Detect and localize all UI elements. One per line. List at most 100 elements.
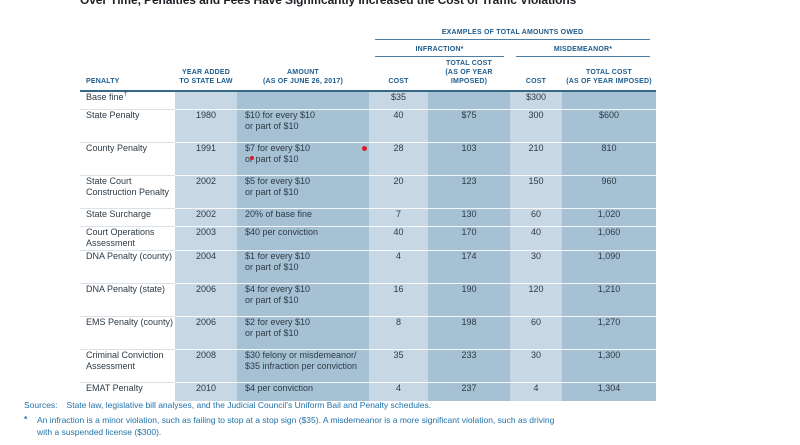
penalty-cell: State Penalty <box>80 108 175 142</box>
infraction-cost-cell: 7 <box>369 207 428 226</box>
misdemeanor-group-header: MISDEMEANOR* <box>510 40 656 57</box>
infraction-cost-cell: 4 <box>369 249 428 283</box>
amount-cell: $2 for every $10 or part of $10 <box>237 315 369 349</box>
infraction-cost-cell: $35 <box>369 91 428 109</box>
table-row-state-court-construction: State Court Construction Penalty 2002 $5… <box>80 174 657 208</box>
infraction-group-header: INFRACTION* <box>369 40 510 57</box>
infraction-cost-cell: 40 <box>369 108 428 142</box>
misdemeanor-cost-cell: 60 <box>510 315 562 349</box>
year-cell <box>175 91 237 109</box>
infraction-cost-cell: 8 <box>369 315 428 349</box>
table-row-court-operations: Court Operations Assessment 2003 $40 per… <box>80 225 657 250</box>
col-header-infraction-total-cost: TOTAL COST (AS OF YEAR IMPOSED) <box>428 57 510 92</box>
column-header-row: PENALTY YEAR ADDED TO STATE LAW AMOUNT (… <box>80 57 657 92</box>
penalties-table: EXAMPLES OF TOTAL AMOUNTS OWED INFRACTIO… <box>80 25 657 401</box>
misdemeanor-total-cell: 810 <box>562 141 657 175</box>
infraction-cost-cell: 40 <box>369 225 428 250</box>
misdemeanor-total-cell: 1,300 <box>562 348 657 382</box>
infraction-total-cell: $75 <box>428 108 510 142</box>
misdemeanor-total-cell: $600 <box>562 108 657 142</box>
col-header-infraction-cost: COST <box>369 57 428 92</box>
penalty-cell: County Penalty <box>80 141 175 175</box>
footnote-marker: * <box>24 414 28 424</box>
year-cell: 2002 <box>175 174 237 208</box>
amount-cell: $7 for every $10 or part of $10 <box>237 141 369 175</box>
penalty-cell: State Court Construction Penalty <box>80 174 175 208</box>
amount-cell: $4 for every $10 or part of $10 <box>237 282 369 316</box>
year-cell: 1980 <box>175 108 237 142</box>
table-row-dna-penalty-county: DNA Penalty (county) 2004 $1 for every $… <box>80 249 657 283</box>
penalty-cell: DNA Penalty (county) <box>80 249 175 283</box>
annotation-dot-small <box>250 156 254 160</box>
misdemeanor-cost-cell: 150 <box>510 174 562 208</box>
misdemeanor-cost-cell: 210 <box>510 141 562 175</box>
penalty-cell: DNA Penalty (state) <box>80 282 175 316</box>
misdemeanor-cost-cell: 30 <box>510 348 562 382</box>
misdemeanor-cost-cell: 4 <box>510 381 562 401</box>
examples-group-label: EXAMPLES OF TOTAL AMOUNTS OWED <box>441 29 584 36</box>
infraction-total-cell: 190 <box>428 282 510 316</box>
table-row-state-surcharge: State Surcharge 2002 20% of base fine 7 … <box>80 207 657 226</box>
penalty-cell: Base fine† <box>80 91 175 109</box>
misdemeanor-total-cell: 1,060 <box>562 225 657 250</box>
infraction-total-cell: 130 <box>428 207 510 226</box>
misdemeanor-cost-cell: 60 <box>510 207 562 226</box>
year-cell: 2006 <box>175 315 237 349</box>
col-header-year: YEAR ADDED TO STATE LAW <box>175 57 237 92</box>
infraction-cost-cell: 16 <box>369 282 428 316</box>
examples-group-header: EXAMPLES OF TOTAL AMOUNTS OWED <box>369 25 656 40</box>
infraction-total-cell: 170 <box>428 225 510 250</box>
year-cell: 2004 <box>175 249 237 283</box>
sources-label: Sources: <box>24 400 58 410</box>
amount-cell: $1 for every $10 or part of $10 <box>237 249 369 283</box>
sources-note: Sources: State law, legislative bill anal… <box>24 400 431 410</box>
col-header-misdemeanor-cost: COST <box>510 57 562 92</box>
amount-cell: $5 for every $10 or part of $10 <box>237 174 369 208</box>
year-cell: 2003 <box>175 225 237 250</box>
group-header-row: EXAMPLES OF TOTAL AMOUNTS OWED <box>80 25 656 40</box>
col-header-misdemeanor-total-cost: TOTAL COST (AS OF YEAR IMPOSED) <box>562 57 657 92</box>
infraction-cost-cell: 28 <box>369 141 428 175</box>
dagger-footnote-marker: † <box>123 91 128 98</box>
penalty-cell: EMS Penalty (county) <box>80 315 175 349</box>
table-row-base-fine: Base fine† $35 $300 <box>80 91 657 109</box>
penalty-cell: EMAT Penalty <box>80 381 175 401</box>
footnote-text: An infraction is a minor violation, such… <box>37 415 555 437</box>
misdemeanor-total-cell: 1,270 <box>562 315 657 349</box>
amount-cell: $4 per conviction <box>237 381 369 401</box>
infraction-group-label: INFRACTION* <box>415 46 464 53</box>
year-cell: 2008 <box>175 348 237 382</box>
infraction-cost-cell: 20 <box>369 174 428 208</box>
infraction-total-cell: 174 <box>428 249 510 283</box>
table-row-state-penalty: State Penalty 1980 $10 for every $10 or … <box>80 108 657 142</box>
misdemeanor-total-cell: 1,304 <box>562 381 657 401</box>
infraction-total-cell: 237 <box>428 381 510 401</box>
amount-cell: $40 per conviction <box>237 225 369 250</box>
table-row-county-penalty: County Penalty 1991 $7 for every $10 or … <box>80 141 657 175</box>
misdemeanor-total-cell: 1,020 <box>562 207 657 226</box>
amount-cell: 20% of base fine <box>237 207 369 226</box>
amount-cell <box>237 91 369 109</box>
misdemeanor-total-cell: 1,090 <box>562 249 657 283</box>
col-header-penalty: PENALTY <box>80 57 175 92</box>
misdemeanor-cost-cell: 120 <box>510 282 562 316</box>
misdemeanor-total-cell <box>562 91 657 109</box>
header-spacer <box>80 25 369 40</box>
infraction-total-cell: 233 <box>428 348 510 382</box>
infraction-total-cell: 198 <box>428 315 510 349</box>
amount-cell: $10 for every $10 or part of $10 <box>237 108 369 142</box>
misdemeanor-cost-cell: 300 <box>510 108 562 142</box>
table-row-ems-penalty: EMS Penalty (county) 2006 $2 for every $… <box>80 315 657 349</box>
infraction-cost-cell: 4 <box>369 381 428 401</box>
penalty-cell: State Surcharge <box>80 207 175 226</box>
header-spacer <box>80 40 369 57</box>
infraction-total-cell: 103 <box>428 141 510 175</box>
table-row-emat-penalty: EMAT Penalty 2010 $4 per conviction 4 23… <box>80 381 657 401</box>
misdemeanor-total-cell: 960 <box>562 174 657 208</box>
year-cell: 1991 <box>175 141 237 175</box>
penalty-cell: Court Operations Assessment <box>80 225 175 250</box>
table-row-criminal-conviction: Criminal Conviction Assessment 2008 $30 … <box>80 348 657 382</box>
year-cell: 2010 <box>175 381 237 401</box>
page-title: Over Time, Penalties and Fees Have Signi… <box>80 0 577 7</box>
sources-text: State law, legislative bill analyses, an… <box>66 400 432 410</box>
